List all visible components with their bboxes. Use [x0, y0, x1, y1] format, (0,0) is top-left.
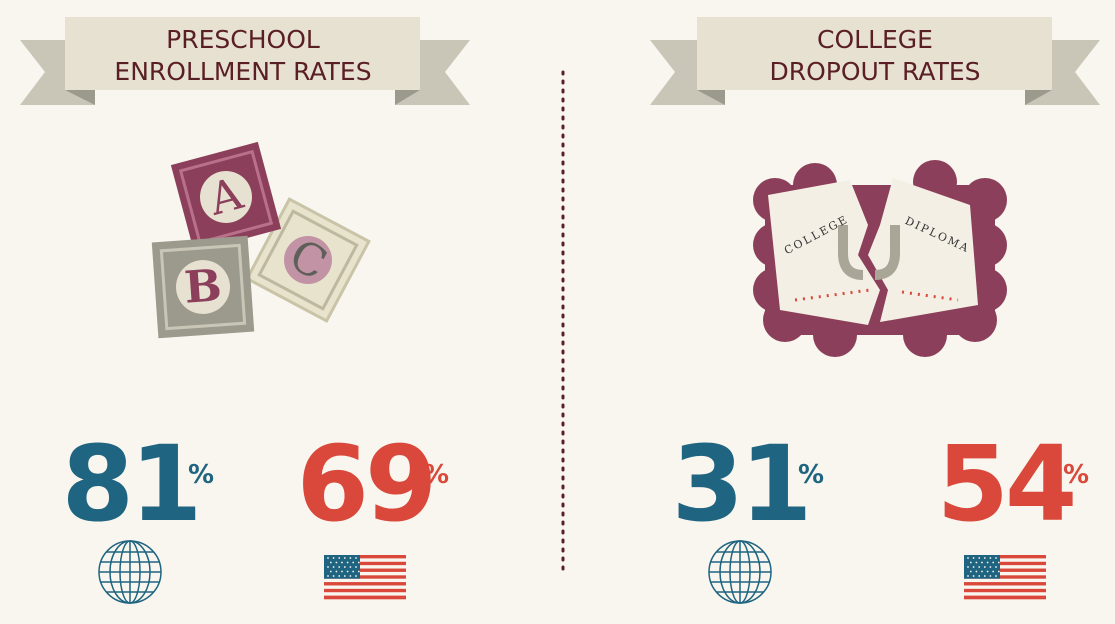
flag-star [981, 562, 983, 564]
flag-star [327, 557, 329, 559]
flag-icon [964, 555, 1046, 599]
flag-stripe [324, 582, 406, 586]
flag-stripe [964, 585, 1046, 589]
flag-star [327, 566, 329, 568]
block-letter: B [183, 260, 224, 313]
block: B [152, 236, 254, 338]
flag-star [358, 571, 360, 573]
stat-unit: % [188, 460, 214, 490]
flag-star [336, 562, 338, 564]
flag-stripe [324, 596, 406, 600]
globe-icon [709, 541, 771, 603]
flag-star [350, 557, 352, 559]
diploma [753, 160, 1007, 357]
stat-unit: % [1063, 460, 1089, 490]
globe-icon [99, 541, 161, 603]
flag-star [995, 575, 997, 577]
flag-star [973, 566, 975, 568]
flag-star [347, 571, 349, 573]
flag-star [970, 562, 972, 564]
flag-star [355, 557, 357, 559]
flag-star [341, 562, 343, 564]
flag-star [350, 575, 352, 577]
flag-stripe [324, 589, 406, 593]
flag-star [327, 575, 329, 577]
stat-value: 54 [937, 423, 1074, 545]
flag-star [967, 566, 969, 568]
flag-star [992, 571, 994, 573]
stat-unit: % [798, 460, 824, 490]
flag-star [352, 571, 354, 573]
flag-stripe [964, 592, 1046, 596]
flag-star [333, 575, 335, 577]
stat-value: 31 [672, 423, 809, 545]
flag-star [330, 562, 332, 564]
flag-star [350, 566, 352, 568]
flag-star [967, 557, 969, 559]
flag-star [338, 566, 340, 568]
flag-star [978, 575, 980, 577]
flag-star [338, 575, 340, 577]
banner-title: PRESCHOOL [166, 25, 320, 54]
flag-stripe [324, 579, 406, 583]
flag-star [355, 566, 357, 568]
flag-star [990, 557, 992, 559]
flag-star [976, 562, 978, 564]
flag-star [344, 575, 346, 577]
flag-star [978, 557, 980, 559]
flag-star [970, 571, 972, 573]
stat-unit: % [423, 460, 449, 490]
flag-star [990, 575, 992, 577]
flag-star [995, 557, 997, 559]
flag-stripe [324, 592, 406, 596]
flag-star [990, 566, 992, 568]
infographic: PRESCHOOL ENROLLMENT RATES COLLEGE DROPO… [0, 0, 1115, 624]
flag-stripe [964, 582, 1046, 586]
flag-star [978, 566, 980, 568]
flag-star [998, 571, 1000, 573]
flag-star [973, 575, 975, 577]
flag-stripe [964, 589, 1046, 593]
stat-value: 81 [62, 423, 199, 545]
flag-star [984, 566, 986, 568]
flag-stripe [324, 585, 406, 589]
flag-star [984, 557, 986, 559]
flag-canton [324, 555, 360, 579]
flag-star [973, 557, 975, 559]
flag-star [330, 571, 332, 573]
flag-stripe [964, 579, 1046, 583]
flag-icon [324, 555, 406, 599]
flag-star [336, 571, 338, 573]
flag-star [338, 557, 340, 559]
flag-star [987, 571, 989, 573]
flag-star [992, 562, 994, 564]
flag-star [998, 562, 1000, 564]
flag-star [967, 575, 969, 577]
stat-value: 69 [297, 423, 434, 545]
flag-stripe [964, 596, 1046, 600]
flag-canton [964, 555, 1000, 579]
flag-star [352, 562, 354, 564]
banner-title: ENROLLMENT RATES [114, 57, 371, 86]
flag-star [358, 562, 360, 564]
flag-star [341, 571, 343, 573]
flag-star [984, 575, 986, 577]
banner-title: COLLEGE [817, 25, 933, 54]
flag-star [987, 562, 989, 564]
banner-title: DROPOUT RATES [769, 57, 980, 86]
flag-star [355, 575, 357, 577]
flag-star [333, 557, 335, 559]
flag-star [344, 557, 346, 559]
flag-star [333, 566, 335, 568]
flag-star [976, 571, 978, 573]
flag-star [981, 571, 983, 573]
flag-star [347, 562, 349, 564]
flag-star [995, 566, 997, 568]
flag-star [344, 566, 346, 568]
